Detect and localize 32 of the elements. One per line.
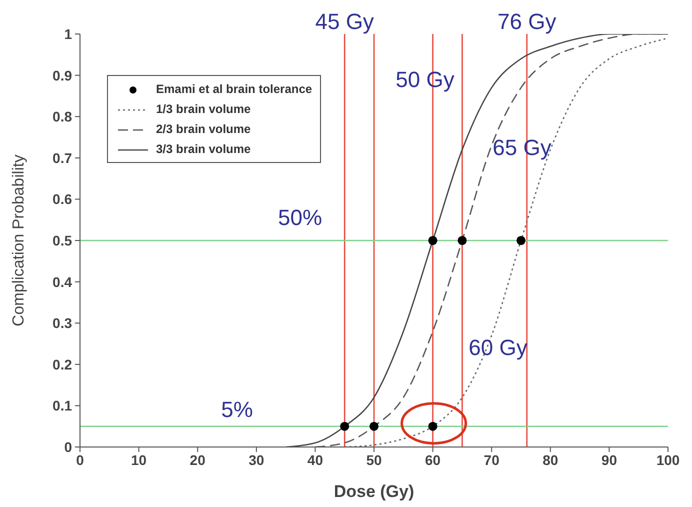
- annotation: 50%: [278, 205, 322, 231]
- annotation: 5%: [221, 397, 253, 423]
- x-tick-label: 70: [484, 452, 500, 468]
- y-axis-title: Complication Probability: [10, 154, 28, 326]
- y-tick-label: 0.3: [52, 315, 72, 332]
- ref-line-label: 76 Gy: [498, 9, 556, 34]
- x-tick-label: 20: [190, 452, 206, 468]
- y-tick-label: 0.9: [52, 67, 72, 84]
- x-tick-label: 40: [307, 452, 324, 468]
- legend-label: 2/3 brain volume: [155, 121, 252, 138]
- x-tick-label: 10: [131, 452, 147, 468]
- legend-label: Emami et al brain tolerance: [155, 81, 312, 98]
- x-tick-label: 80: [542, 452, 558, 468]
- y-tick-label: 0.5: [52, 232, 72, 248]
- y-tick-label: 1: [64, 26, 72, 42]
- y-tick-label: 0.2: [52, 356, 72, 372]
- x-tick-label: 60: [425, 452, 441, 468]
- legend-label: 1/3 brain volume: [155, 101, 252, 118]
- y-tick-label: 0.4: [52, 274, 72, 290]
- x-tick-label: 50: [366, 452, 382, 468]
- y-tick-label: 0.8: [52, 108, 72, 125]
- y-tick-label: 0.7: [52, 150, 72, 166]
- x-tick-label: 30: [248, 452, 264, 468]
- x-tick-label: 100: [656, 452, 680, 468]
- legend-label: 3/3 brain volume: [155, 141, 252, 158]
- x-tick-label: 0: [76, 452, 84, 468]
- y-tick-label: 0.1: [52, 398, 72, 414]
- ref-line-label: 45 Gy: [315, 9, 374, 34]
- x-tick-label: 90: [601, 452, 618, 468]
- x-axis-title: Dose (Gy): [334, 482, 414, 501]
- y-tick-label: 0: [64, 438, 72, 455]
- y-tick-label: 0.6: [52, 191, 72, 208]
